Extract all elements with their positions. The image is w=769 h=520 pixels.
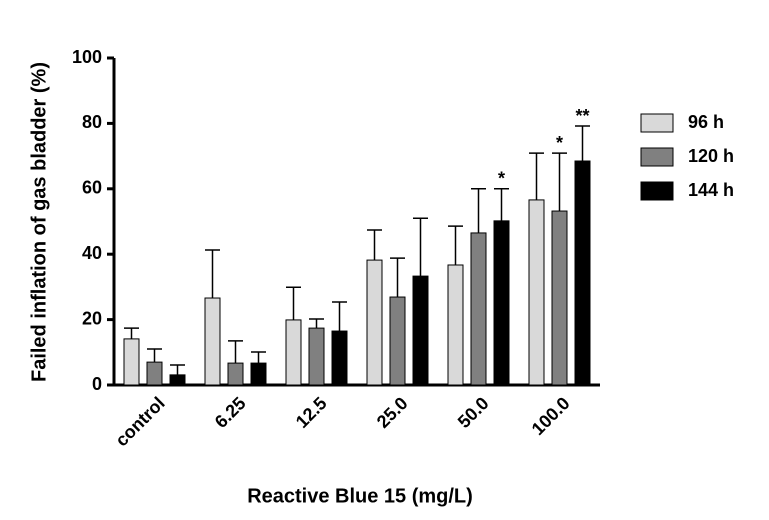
error-bar [170, 364, 185, 375]
legend-label: 144 h [688, 180, 734, 200]
error-bar [286, 286, 301, 320]
x-tick-label: 12.5 [292, 393, 331, 432]
legend-swatch [640, 113, 674, 133]
x-tick-label: 6.25 [211, 393, 250, 432]
y-tick-label: 20 [82, 308, 102, 328]
error-bar [413, 217, 428, 277]
bar [412, 275, 429, 386]
error-bar [494, 188, 509, 221]
error-bar [448, 225, 463, 265]
error-bar [390, 257, 405, 298]
significance-label: * [498, 169, 505, 189]
y-tick-label: 60 [82, 178, 102, 198]
bar [470, 232, 487, 386]
significance-label: ** [575, 106, 589, 126]
error-bar [367, 229, 382, 261]
bar [551, 210, 568, 386]
error-bar [471, 188, 486, 233]
legend-label: 120 h [688, 146, 734, 166]
bar [331, 330, 348, 386]
error-bar [228, 340, 243, 364]
bar [285, 319, 302, 386]
bar [389, 296, 406, 386]
x-tick-label: 25.0 [373, 393, 412, 432]
x-tick-label: 50.0 [454, 393, 493, 432]
error-bar [552, 152, 567, 212]
bar [227, 362, 244, 386]
y-axis-title: Failed inflation of gas bladder (%) [28, 62, 50, 382]
x-axis-title: Reactive Blue 15 (mg/L) [247, 485, 473, 507]
bar [366, 259, 383, 386]
bar [204, 297, 221, 386]
bar [123, 338, 140, 386]
error-bar [147, 348, 162, 363]
error-bar [332, 301, 347, 332]
error-bar [309, 318, 324, 329]
error-bar [205, 249, 220, 299]
bar [250, 362, 267, 386]
x-tick-label: 100.0 [528, 393, 574, 439]
x-tick-label: control [111, 393, 168, 450]
bar [169, 374, 186, 386]
bar [146, 361, 163, 386]
y-tick-label: 80 [82, 112, 102, 132]
error-bar [529, 152, 544, 200]
significance-label: * [556, 133, 563, 153]
y-tick-label: 100 [72, 47, 102, 67]
y-tick-label: 0 [92, 374, 102, 394]
bar [308, 327, 325, 386]
bar [574, 160, 591, 386]
bar [493, 220, 510, 386]
bar [528, 199, 545, 386]
error-bar [251, 351, 266, 364]
legend-swatch [640, 147, 674, 167]
legend-swatch [640, 181, 674, 201]
error-bar [575, 125, 590, 162]
error-bar [124, 327, 139, 339]
y-tick-label: 40 [82, 243, 102, 263]
legend-label: 96 h [688, 112, 724, 132]
bar [447, 264, 464, 386]
